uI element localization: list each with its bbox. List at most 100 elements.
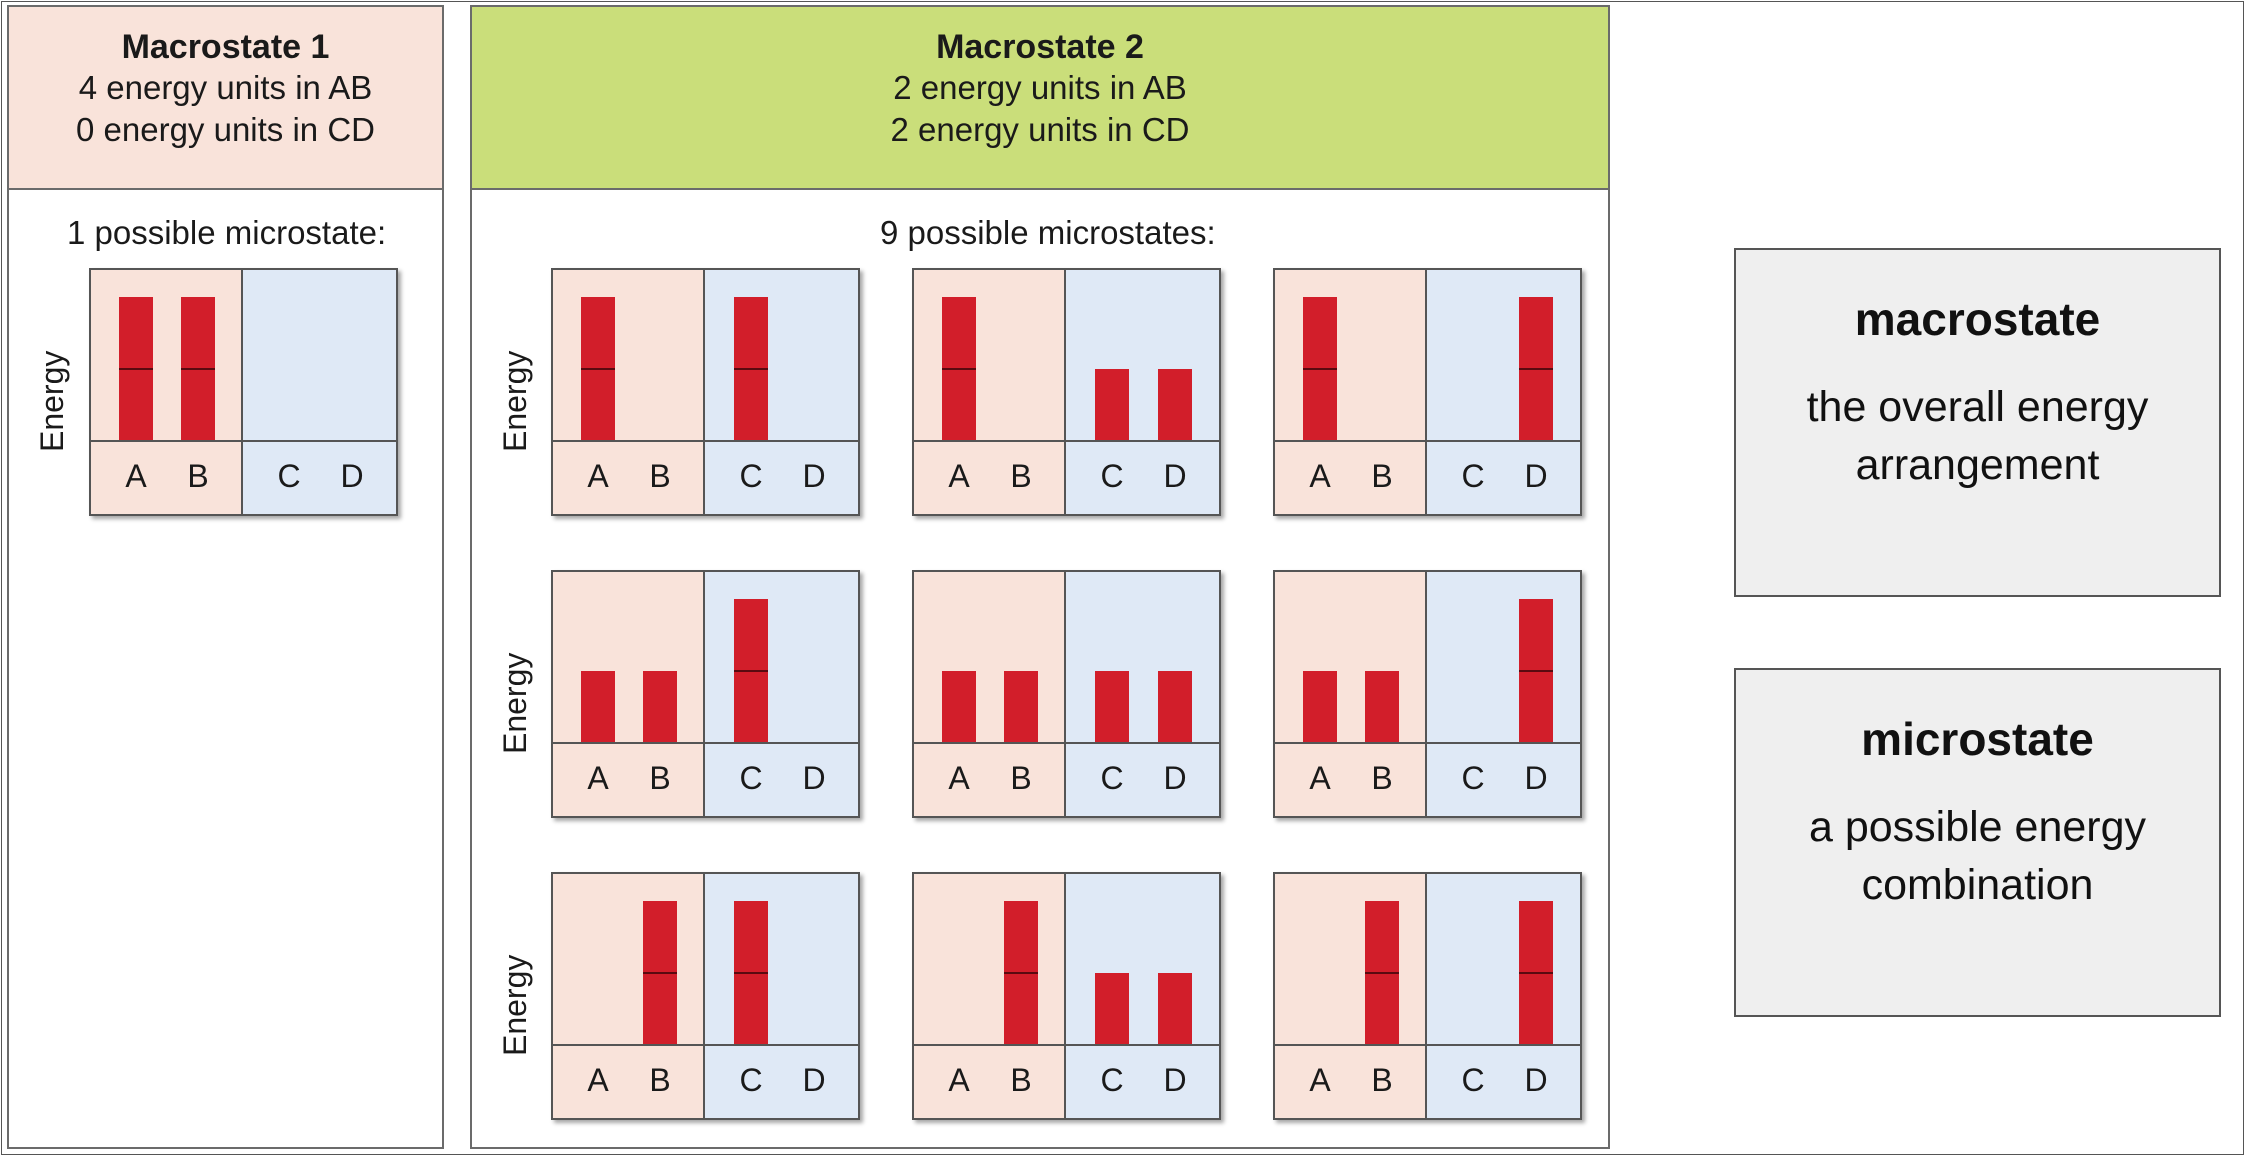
- ab-region: [551, 570, 704, 818]
- ab-region: [1273, 570, 1426, 818]
- particle-label-a: A: [587, 458, 609, 494]
- particle-label-d: D: [802, 458, 825, 494]
- microstate-svg: A B C D: [1273, 872, 1582, 1120]
- cd-region: [704, 872, 860, 1120]
- particle-label-b: B: [1010, 760, 1031, 796]
- particle-label-b: B: [1010, 1062, 1031, 1098]
- particle-label-d: D: [1524, 760, 1547, 796]
- diagram-border: [551, 872, 860, 1120]
- particle-label-b: B: [187, 458, 208, 494]
- cd-region: [1426, 570, 1582, 818]
- diagram-border: [1273, 570, 1582, 818]
- definition-text: the overall energy arrangement: [1806, 383, 2149, 489]
- energy-bar-d: [1158, 671, 1192, 743]
- particle-label-c: C: [1100, 1062, 1123, 1098]
- particle-label-b: B: [649, 760, 670, 796]
- particle-label-a: A: [948, 1062, 970, 1098]
- microstate-svg: A B C D: [551, 268, 860, 516]
- diagram-border: [912, 872, 1221, 1120]
- microstate-diagram: A B C D: [89, 268, 398, 516]
- microstate-diagram: A B C D: [912, 872, 1221, 1120]
- microstate-svg: A B C D: [89, 268, 398, 516]
- diagram-border: [551, 570, 860, 818]
- cd-region: [1065, 268, 1221, 516]
- macrostate-2-header: Macrostate 2 2 energy units in AB 2 ener…: [472, 7, 1608, 190]
- cd-region: [1426, 872, 1582, 1120]
- microstate-diagram: A B C D: [912, 570, 1221, 818]
- energy-bar-a: [942, 671, 976, 743]
- microstate-diagram: A B C D: [551, 872, 860, 1120]
- energy-bar-c: [1095, 671, 1129, 743]
- microstate-svg: A B C D: [1273, 570, 1582, 818]
- microstate-svg: A B C D: [551, 872, 860, 1120]
- microstate-diagram: A B C D: [912, 268, 1221, 516]
- ab-region: [551, 268, 704, 516]
- diagram-border: [912, 570, 1221, 818]
- particle-label-d: D: [340, 458, 363, 494]
- definition-text: a possible energy combination: [1808, 803, 2147, 909]
- particle-label-a: A: [587, 760, 609, 796]
- particle-label-c: C: [739, 458, 762, 494]
- particle-label-c: C: [277, 458, 300, 494]
- ab-region: [1273, 268, 1426, 516]
- microstate-svg: A B C D: [912, 570, 1221, 818]
- particle-label-d: D: [1524, 458, 1547, 494]
- energy-bar-b: [1365, 671, 1399, 743]
- ab-region: [1273, 872, 1426, 1120]
- ab-region: [89, 268, 242, 516]
- definition-term: microstate: [1861, 713, 2094, 765]
- microstate-svg: A B C D: [912, 268, 1221, 516]
- ab-region: [912, 268, 1065, 516]
- energy-bar-c: [1095, 973, 1129, 1045]
- microstate-diagram: A B C D: [551, 268, 860, 516]
- energy-axis-label: Energy: [34, 350, 70, 452]
- definition-term: macrostate: [1854, 293, 2101, 345]
- particle-label-d: D: [802, 760, 825, 796]
- energy-axis-label: Energy: [497, 652, 533, 754]
- particle-label-c: C: [739, 760, 762, 796]
- microstate-diagram: A B C D: [1273, 570, 1582, 818]
- diagram-border: [89, 268, 398, 516]
- particle-label-c: C: [1461, 1062, 1484, 1098]
- cd-region: [1065, 570, 1221, 818]
- energy-bar-d: [1158, 369, 1192, 441]
- ab-region: [912, 570, 1065, 818]
- macrostate-1-panel: Macrostate 1 4 energy units in AB 0 ener…: [7, 5, 444, 1149]
- particle-label-b: B: [649, 1062, 670, 1098]
- macrostate-1-header: Macrostate 1 4 energy units in AB 0 ener…: [9, 7, 442, 190]
- particle-label-a: A: [948, 458, 970, 494]
- energy-bar-a: [1303, 671, 1337, 743]
- microstate-diagram: A B C D: [1273, 872, 1582, 1120]
- macrostate-2-count-label: 9 possible microstates:: [880, 214, 1216, 251]
- particle-label-c: C: [739, 1062, 762, 1098]
- cd-region: [242, 268, 398, 516]
- energy-bar-b: [1004, 671, 1038, 743]
- particle-label-a: A: [948, 760, 970, 796]
- macrostate-2-ab-units: 2 energy units in AB: [893, 69, 1187, 106]
- microstate-diagram: A B C D: [551, 570, 860, 818]
- macrostate-1-count-label: 1 possible microstate:: [67, 214, 387, 251]
- particle-label-b: B: [649, 458, 670, 494]
- macrostate-2-title: Macrostate 2: [936, 28, 1144, 66]
- cd-region: [1065, 872, 1221, 1120]
- diagram-border: [912, 268, 1221, 516]
- macrostate-1-ab-units: 4 energy units in AB: [78, 69, 373, 106]
- energy-bar-a: [581, 671, 615, 743]
- particle-label-b: B: [1371, 760, 1392, 796]
- particle-label-c: C: [1461, 760, 1484, 796]
- diagram-border: [1273, 872, 1582, 1120]
- microstate-svg: A B C D: [1273, 268, 1582, 516]
- particle-label-c: C: [1461, 458, 1484, 494]
- microstate-definition-box: microstate a possible energy combination: [1734, 668, 2221, 1017]
- macrostate-1-title: Macrostate 1: [121, 28, 330, 66]
- particle-label-d: D: [1524, 1062, 1547, 1098]
- energy-axis-label: Energy: [497, 954, 533, 1056]
- particle-label-b: B: [1371, 1062, 1392, 1098]
- particle-label-a: A: [125, 458, 147, 494]
- particle-label-d: D: [1163, 458, 1186, 494]
- particle-label-a: A: [1309, 760, 1331, 796]
- particle-label-b: B: [1010, 458, 1031, 494]
- particle-label-c: C: [1100, 458, 1123, 494]
- particle-label-c: C: [1100, 760, 1123, 796]
